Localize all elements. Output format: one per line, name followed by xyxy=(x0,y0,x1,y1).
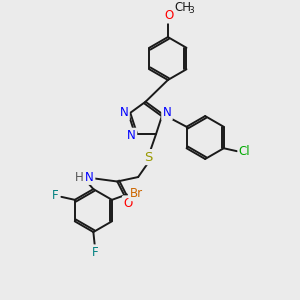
Text: F: F xyxy=(92,246,98,259)
Text: 3: 3 xyxy=(188,6,194,15)
Text: CH: CH xyxy=(174,1,191,14)
Text: H: H xyxy=(75,170,84,184)
Text: S: S xyxy=(144,151,153,164)
Text: N: N xyxy=(120,106,128,119)
Text: N: N xyxy=(85,170,94,184)
Text: O: O xyxy=(123,197,133,210)
Text: Br: Br xyxy=(130,187,143,200)
Text: O: O xyxy=(165,9,174,22)
Text: N: N xyxy=(127,129,136,142)
Text: Cl: Cl xyxy=(239,145,250,158)
Text: F: F xyxy=(52,189,59,202)
Text: N: N xyxy=(163,106,171,119)
